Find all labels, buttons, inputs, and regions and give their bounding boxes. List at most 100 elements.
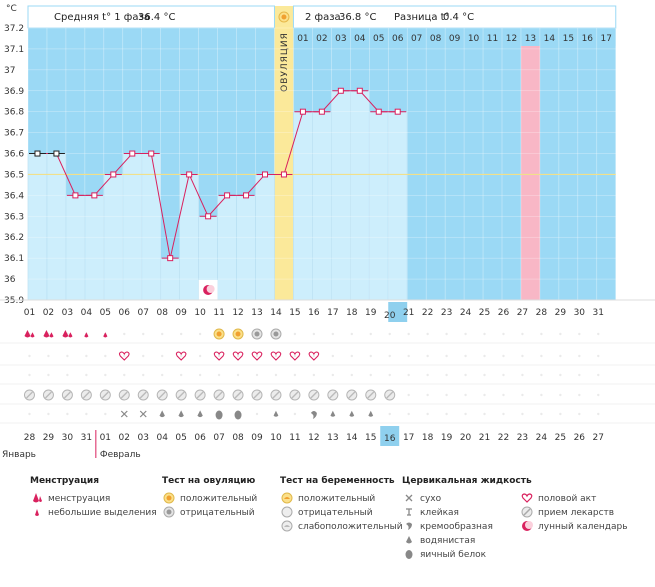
empty-cell-dot: [198, 354, 202, 358]
temperature-point: [243, 192, 250, 199]
y-axis: °C 37.2 37.1 37 36.9 36.8 36.7 36.6 36.5 36.4 36.3…: [4, 4, 24, 306]
date-label: 17: [403, 433, 414, 443]
legend-item: водянистая: [420, 536, 476, 546]
creamy-icon: [402, 520, 416, 535]
legend-item: положительный: [180, 494, 258, 504]
month-label-first: Январь: [2, 450, 36, 460]
empty-cell-dot: [445, 332, 448, 336]
empty-cell-dot: [312, 354, 316, 358]
cycle-day-label: 19: [365, 308, 377, 318]
temperature-bar: [387, 111, 408, 301]
legend-title: Менструация: [30, 476, 99, 486]
luteal-day-label: 17: [601, 34, 612, 44]
temperature-bar: [27, 153, 48, 301]
luteal-day-label: 09: [449, 34, 461, 44]
eggwhite-icon: [215, 410, 223, 420]
empty-cell-dot: [502, 354, 505, 358]
empty-cell-dot: [293, 412, 297, 416]
empty-cell-dot: [445, 412, 448, 416]
empty-cell-dot: [255, 412, 259, 416]
cycle-day-label: 14: [270, 308, 282, 318]
date-label: 13: [327, 433, 338, 443]
temperature-bar: [368, 111, 389, 301]
luteal-day-label: 02: [316, 34, 327, 44]
empty-cell-dot: [85, 412, 88, 416]
empty-cell-dot: [464, 393, 467, 397]
empty-cell-dot: [331, 354, 335, 358]
empty-cell-dot: [293, 354, 297, 358]
dry-icon: [402, 492, 416, 507]
empty-cell-dot: [426, 332, 429, 336]
heart-icon: [118, 351, 130, 361]
menstruation-icon: [43, 330, 50, 338]
pill-icon-line: [329, 391, 337, 399]
date-label: 05: [175, 433, 186, 443]
empty-cell-dot: [483, 412, 486, 416]
cycle-day-label: 30: [574, 308, 586, 318]
watery-icon: [368, 410, 374, 417]
legend-item: положительный: [298, 494, 376, 504]
empty-cell-dot: [123, 354, 126, 358]
temperature-bar: [84, 195, 105, 301]
y-tick-label: 37.1: [4, 45, 24, 55]
empty-cell-dot: [217, 354, 221, 358]
temperature-point: [375, 108, 382, 115]
empty-cell-dot: [559, 373, 562, 377]
luteal-day-label: 01: [297, 34, 308, 44]
empty-cell-dot: [559, 393, 562, 397]
pill-icon-line: [348, 391, 356, 399]
empty-cell-dot: [464, 412, 467, 416]
phase1-label: Средняя t° 1 фаза: [54, 12, 150, 23]
empty-cell-dot: [161, 373, 164, 377]
ovulation-negative-core: [273, 331, 279, 337]
y-tick-label: 36.2: [4, 233, 24, 243]
empty-cell-dot: [578, 412, 581, 416]
pill-icon-line: [367, 391, 375, 399]
empty-cell-dot: [407, 354, 410, 358]
pill-icon-line: [253, 391, 261, 399]
y-tick-label: 36.6: [4, 150, 24, 160]
y-tick-label: 36.9: [4, 87, 24, 97]
temperature-point: [53, 150, 60, 157]
empty-cell-dot: [407, 393, 410, 397]
ovulation-negative-icon: [162, 506, 176, 521]
empty-cell-dot: [217, 373, 221, 377]
legend-item: небольшие выделения: [48, 508, 157, 518]
temperature-bar: [46, 153, 67, 301]
luteal-day-label: 15: [563, 34, 574, 44]
legend-item: яичный белок: [420, 550, 487, 560]
date-label: 06: [194, 433, 206, 443]
moon-icon: [520, 520, 534, 535]
cycle-day-label: 12: [232, 308, 243, 318]
empty-cell-dot: [161, 332, 164, 336]
pill-icon-line: [272, 391, 280, 399]
temperature-point: [148, 150, 155, 157]
empty-cell-dot: [123, 373, 126, 377]
empty-cell-dot: [255, 354, 259, 358]
date-label: 12: [308, 433, 319, 443]
legend: Менструация менструация небольшие выделе…: [0, 476, 655, 587]
y-tick-label: 37: [4, 66, 15, 76]
pill-icon-line: [215, 391, 223, 399]
empty-cell-dot: [540, 354, 543, 358]
y-tick-label: 36.5: [4, 170, 24, 180]
cycle-day-label: 27: [517, 308, 528, 318]
empty-cell-dot: [274, 354, 278, 358]
eggwhite-icon: [402, 548, 416, 563]
cycle-day-label: 21: [403, 308, 414, 318]
y-tick-label: 36: [4, 275, 16, 285]
pill-icon-line: [386, 391, 394, 399]
legend-ovulation-test: Тест на овуляцию положительный отрицател…: [162, 476, 257, 520]
watery-icon: [349, 410, 355, 417]
date-label: 14: [346, 433, 358, 443]
empty-cell-dot: [331, 332, 335, 336]
empty-cell-dot: [445, 393, 448, 397]
legend-item: половой акт: [538, 494, 597, 504]
temperature-point: [224, 192, 231, 199]
cycle-day-label: 15: [289, 308, 300, 318]
luteal-day-label: 13: [525, 34, 536, 44]
luteal-day-label: 04: [354, 34, 366, 44]
diff-value: 0.4 °C: [443, 12, 474, 23]
ovulation-column: [274, 6, 294, 300]
y-tick-label: 35.9: [4, 296, 24, 306]
